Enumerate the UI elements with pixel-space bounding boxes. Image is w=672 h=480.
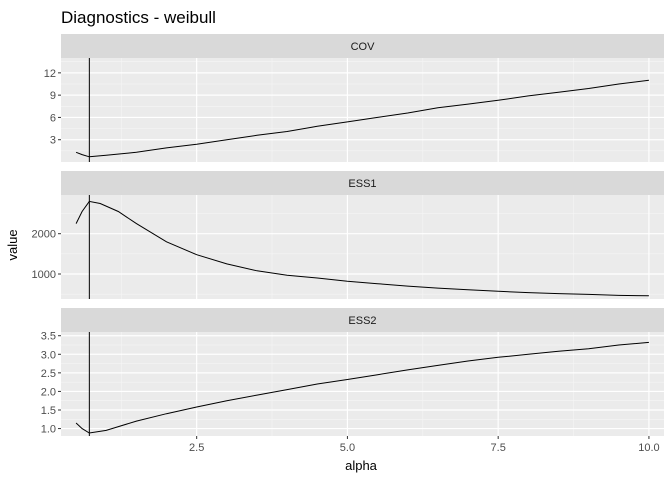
x-tick-label: 5.0: [340, 442, 355, 454]
y-tick-label: 2000: [32, 229, 56, 241]
facet-strip-label: ESS2: [348, 315, 376, 327]
x-axis-title: alpha: [345, 458, 378, 473]
y-tick-label: 12: [44, 68, 56, 80]
y-tick-label: 2.5: [41, 368, 56, 380]
y-tick-label: 1000: [32, 269, 56, 281]
facet-strip: [61, 34, 664, 58]
facet-strip: [61, 308, 664, 332]
panel-background: [61, 58, 664, 162]
panel-background: [61, 332, 664, 436]
facet-strip-label: ESS1: [348, 178, 376, 190]
y-axis-title: value: [5, 229, 20, 260]
panel-background: [61, 195, 664, 299]
series-line: [75, 341, 649, 434]
x-tick-label: 2.5: [189, 442, 204, 454]
y-tick-label: 3: [50, 135, 56, 147]
facet-panels: COV 3 6 9 12 ESS1 1000 2000 ESS2 1.0 1.5 2.0 2.5 3.0 3…: [32, 34, 664, 454]
y-tick-label: 1.5: [41, 405, 56, 417]
y-tick-label: 1.0: [41, 424, 56, 436]
y-tick-label: 3.0: [41, 349, 56, 361]
facet-strip: [61, 171, 664, 195]
y-tick-label: 9: [50, 90, 56, 102]
chart-title: Diagnostics - weibull: [61, 8, 216, 27]
series-line: [75, 200, 649, 297]
x-tick-label: 7.5: [491, 442, 506, 454]
y-tick-label: 2.0: [41, 386, 56, 398]
x-tick-label: 10.0: [638, 442, 659, 454]
facet-strip-label: COV: [351, 41, 376, 53]
y-tick-label: 6: [50, 112, 56, 124]
series-line: [75, 79, 649, 158]
y-tick-label: 3.5: [41, 331, 56, 343]
